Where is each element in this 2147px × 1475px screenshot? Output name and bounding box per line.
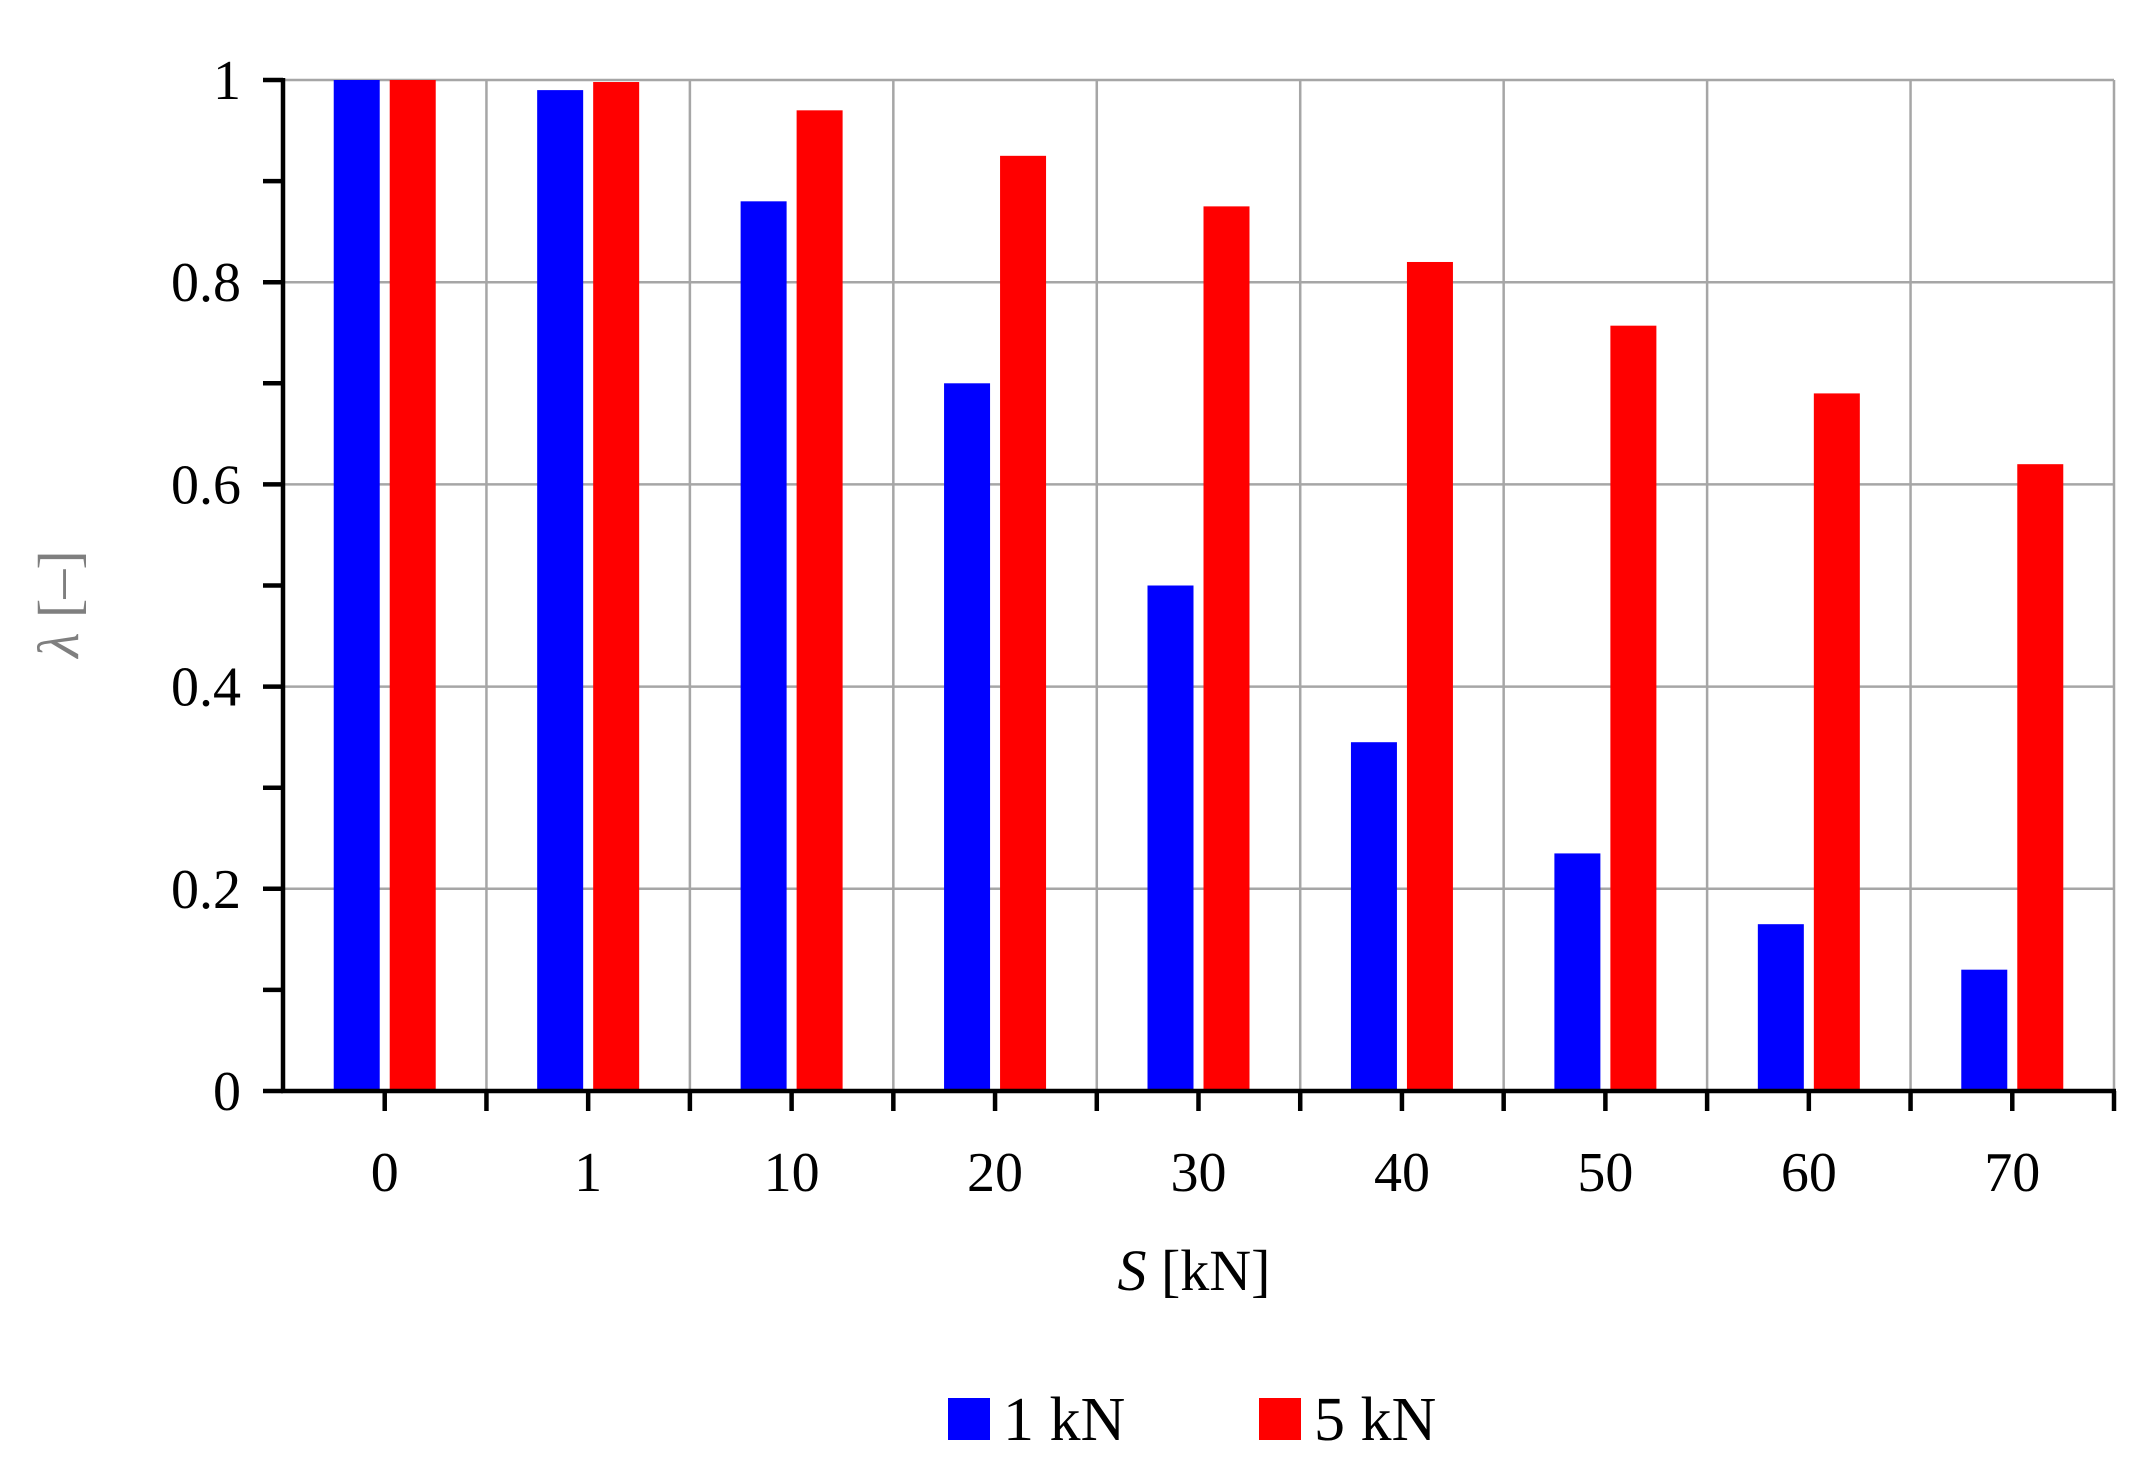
y-tick-label: 0 [213, 1061, 241, 1123]
bar-1kn-0 [333, 80, 380, 1091]
bar-1kn-20 [944, 383, 991, 1091]
bar-5kn-30 [1203, 206, 1250, 1091]
y-tick-label: 0.8 [171, 252, 241, 314]
legend: 1 kN 5 kN [948, 1386, 1436, 1454]
tick-labels: 00.20.40.60.810 1 10 20 30 40 50 60 70 [171, 50, 2040, 1204]
grid [283, 78, 2116, 1091]
bar-5kn-50 [1610, 325, 1657, 1092]
bar-1kn-10 [740, 201, 787, 1091]
bar-1kn-30 [1147, 585, 1194, 1091]
y-tick-label: 1 [213, 50, 241, 112]
bar-1kn-1 [537, 90, 584, 1092]
y-tick-label: 0.6 [171, 454, 241, 516]
legend-label-5kn: 5 kN [1314, 1386, 1436, 1454]
bar-5kn-0 [389, 80, 436, 1091]
legend-swatch-5kn [1259, 1398, 1301, 1440]
x-tick-label: 70 [1984, 1142, 2040, 1204]
bar-1kn-60 [1757, 924, 1804, 1091]
bar-5kn-70 [2017, 464, 2064, 1091]
legend-label-1kn: 1 kN [1003, 1386, 1125, 1454]
legend-swatch-1kn [948, 1398, 990, 1440]
bar-1kn-40 [1350, 742, 1397, 1091]
x-tick-label: 40 [1374, 1142, 1430, 1204]
x-tick-label: 60 [1781, 1142, 1837, 1204]
x-tick-label: 1 [574, 1142, 602, 1204]
bar-5kn-10 [796, 110, 843, 1091]
bar-5kn-40 [1406, 261, 1453, 1092]
bar-5kn-20 [1000, 155, 1047, 1091]
bars [333, 80, 2064, 1092]
bar-5kn-1 [593, 82, 640, 1092]
bar-1kn-70 [1961, 969, 2008, 1091]
x-tick-label: 0 [371, 1142, 399, 1204]
x-tick-label: 30 [1171, 1142, 1227, 1204]
bar-1kn-50 [1554, 853, 1601, 1091]
axes [263, 77, 2117, 1111]
bar-5kn-60 [1813, 393, 1860, 1091]
x-tick-label: 20 [967, 1142, 1023, 1204]
y-axis-title: λ [–] [26, 550, 91, 659]
y-tick-label: 0.4 [171, 657, 241, 719]
x-tick-label: 50 [1577, 1142, 1633, 1204]
y-tick-label: 0.2 [171, 859, 241, 921]
x-tick-label: 10 [764, 1142, 820, 1204]
x-axis-title: S [kN] [1117, 1238, 1270, 1303]
